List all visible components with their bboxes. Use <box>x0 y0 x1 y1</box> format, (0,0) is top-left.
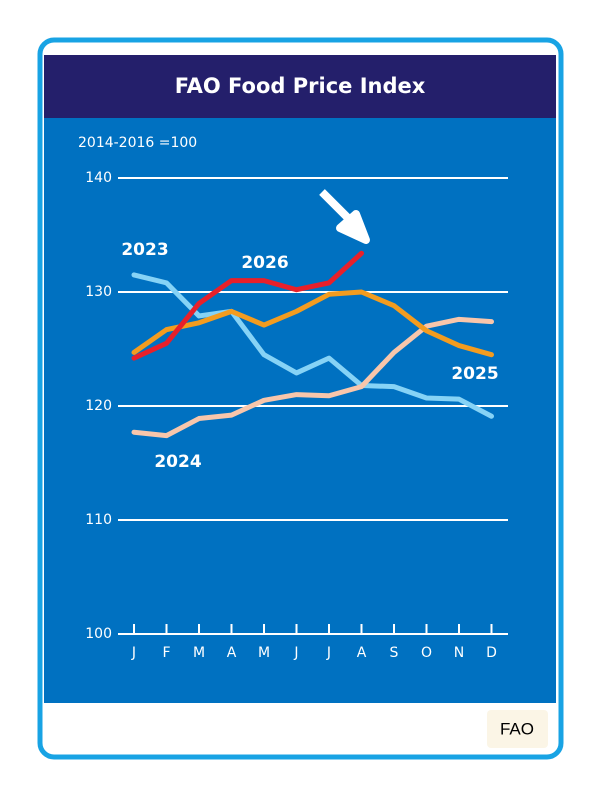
x-tick-label: F <box>162 645 170 661</box>
x-tick-label: N <box>454 645 464 661</box>
series-label: 2024 <box>154 452 201 472</box>
header <box>44 55 556 118</box>
series-label: 2023 <box>121 240 168 260</box>
subtitle: 2014-2016 =100 <box>78 135 197 151</box>
source: FAO <box>500 719 534 738</box>
series-line <box>131 289 494 358</box>
series-line <box>131 250 364 361</box>
chart-title: FAO Food Price Index <box>175 74 426 98</box>
x-tick-label: D <box>486 645 497 661</box>
plot-panel <box>44 55 556 703</box>
y-tick-label: 120 <box>85 398 112 414</box>
y-tick-label: 110 <box>85 512 112 528</box>
series-line <box>131 316 494 439</box>
series-label: 2026 <box>241 253 288 273</box>
y-tick-label: 140 <box>85 170 112 186</box>
x-tick-label: A <box>357 645 367 661</box>
x-tick-label: M <box>193 645 205 661</box>
source-badge <box>487 710 548 748</box>
x-tick-label: J <box>131 645 136 661</box>
x-tick-label: J <box>326 645 331 661</box>
y-tick-label: 130 <box>85 284 112 300</box>
arrow <box>319 189 370 244</box>
x-tick-label: S <box>390 645 399 661</box>
y-tick-label: 100 <box>85 626 112 642</box>
x-tick-label: M <box>258 645 270 661</box>
x-tick-label: O <box>421 645 432 661</box>
series-label: 2025 <box>451 364 498 384</box>
x-tick-label: A <box>227 645 237 661</box>
x-tick-label: J <box>293 645 298 661</box>
